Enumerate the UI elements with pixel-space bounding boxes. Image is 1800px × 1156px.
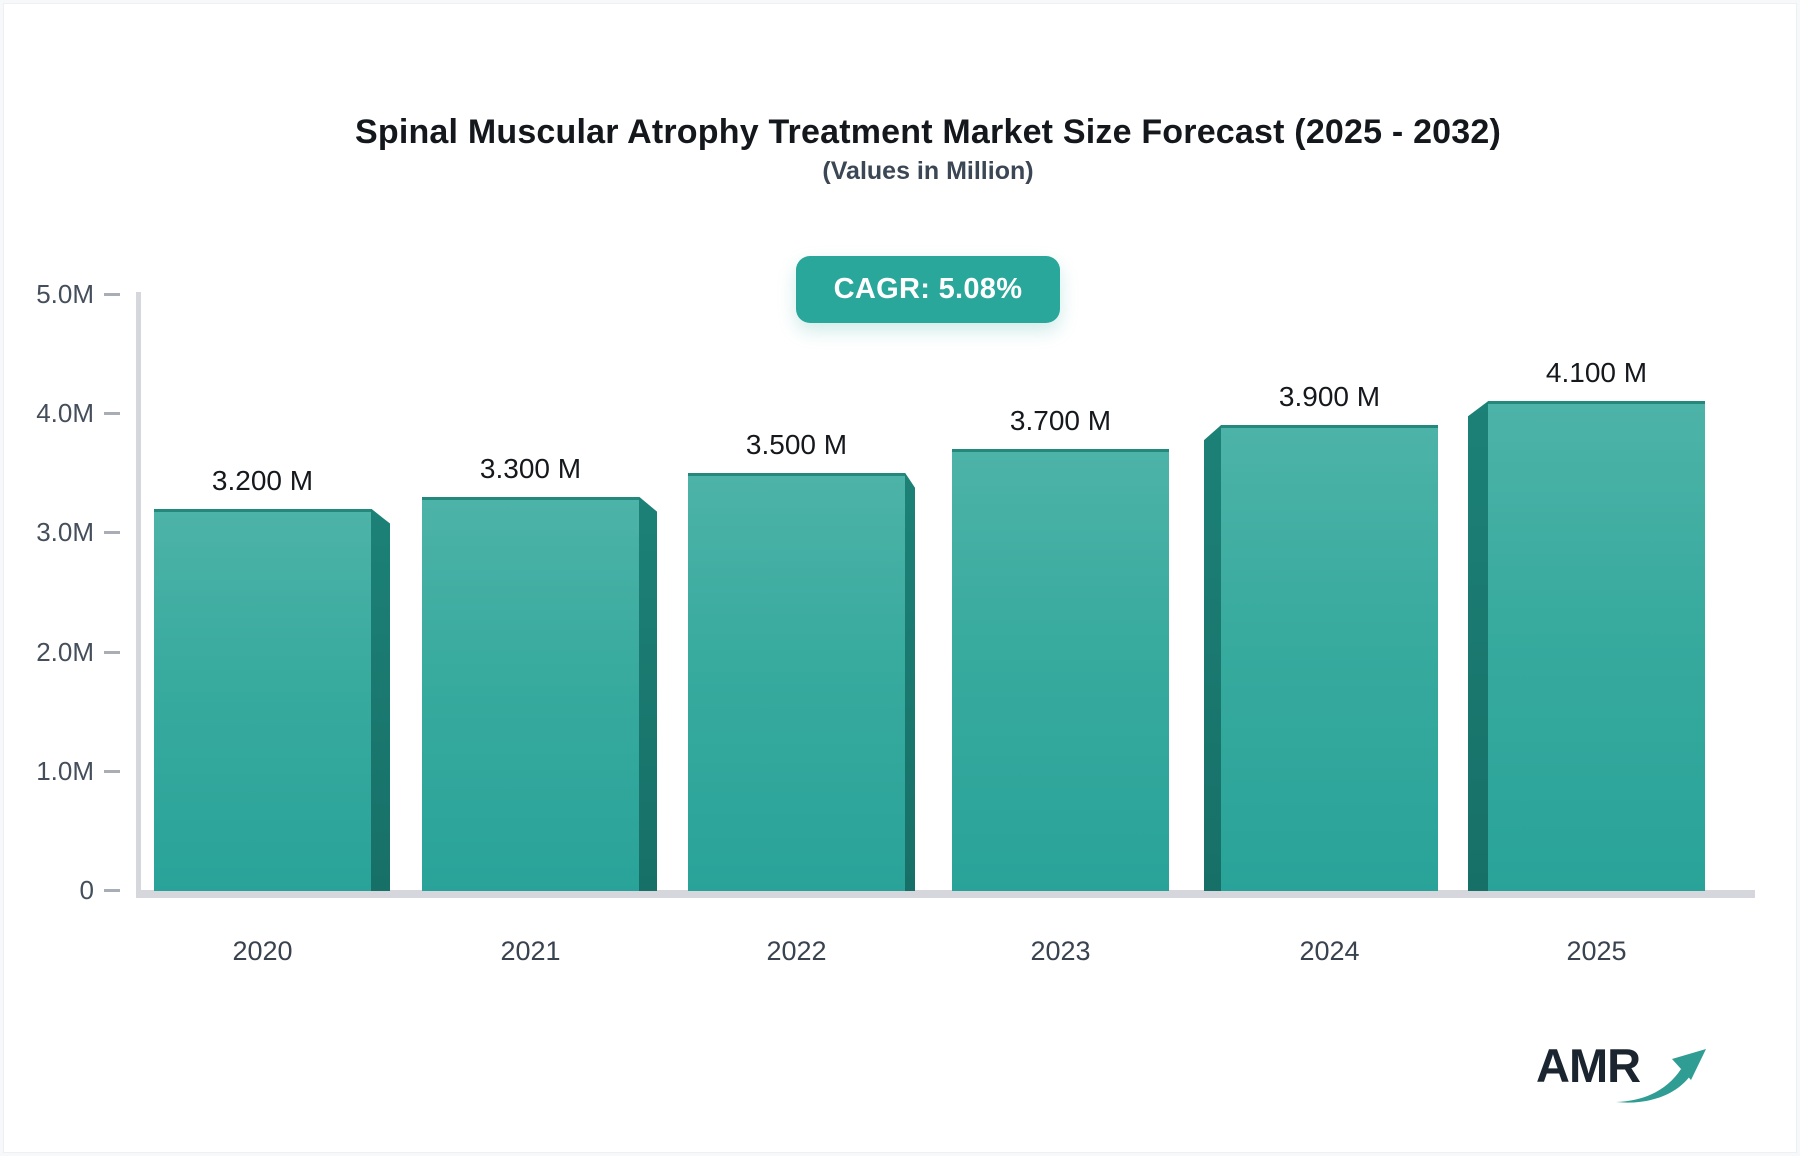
- y-tick-label: 1.0M: [36, 755, 94, 786]
- cagr-badge: CAGR: 5.08%: [795, 256, 1061, 323]
- y-tick-dash: [104, 650, 120, 654]
- amr-logo-text: AMR: [1536, 1039, 1641, 1092]
- bar: [422, 496, 657, 891]
- bar-face: [154, 508, 371, 891]
- y-tick-label: 5.0M: [36, 279, 94, 309]
- amr-logo: AMR: [1536, 1040, 1716, 1112]
- chart-title: Spinal Muscular Atrophy Treatment Market…: [354, 113, 1502, 151]
- bar-face: [952, 448, 1169, 891]
- bar-value-label: 4.100 M: [1545, 357, 1648, 389]
- bar-side-shadow: [905, 472, 915, 891]
- cagr-badge-band: CAGR: 5.08%: [136, 256, 1720, 323]
- y-tick-dash: [104, 412, 120, 416]
- bar-side-shadow: [371, 508, 390, 891]
- y-axis-line: [136, 292, 141, 898]
- y-tick-dash: [104, 531, 120, 535]
- bar-face: [688, 472, 905, 891]
- bar-side-shadow: [639, 496, 657, 891]
- bar-face: [1488, 401, 1705, 891]
- bar: [1204, 425, 1438, 891]
- y-tick-dash: [104, 769, 120, 773]
- y-tick-label: 4.0M: [36, 398, 94, 429]
- y-tick-label: 3.0M: [36, 517, 94, 548]
- x-tick-label: 2023: [1030, 936, 1091, 966]
- bar-value-label: 3.300 M: [479, 452, 582, 484]
- x-tick-label: 2025: [1566, 936, 1627, 966]
- chart-subtitle: (Values in Million): [822, 157, 1034, 185]
- bar: [952, 448, 1169, 891]
- plot-area: 5.0M 4.0M 3.0M 2.0M 1.0M 0 3.200 M 2020 3.300 M 2…: [4, 4, 1800, 1156]
- y-tick-dash: [104, 293, 120, 296]
- bar-value-label: 3.200 M: [211, 464, 314, 496]
- bar-value-label: 3.500 M: [745, 428, 848, 460]
- growth-arrow-icon: [1616, 1049, 1706, 1103]
- bar-side-shadow: [1468, 401, 1488, 891]
- x-tick-label: 2021: [500, 936, 561, 966]
- y-tick-label: 2.0M: [36, 636, 94, 667]
- y-tick-label: 0: [79, 875, 94, 905]
- x-tick-label: 2024: [1299, 936, 1360, 966]
- bar-value-label: 3.700 M: [1009, 404, 1112, 436]
- chart-card: Spinal Muscular Atrophy Treatment Market…: [3, 3, 1797, 1153]
- bar-face: [422, 496, 639, 891]
- bar: [688, 472, 915, 891]
- bar: [154, 508, 390, 891]
- bar: [1468, 401, 1705, 891]
- bar-value-label: 3.900 M: [1278, 381, 1381, 413]
- y-tick-dash: [104, 889, 120, 892]
- bar-face: [1221, 425, 1438, 891]
- x-tick-label: 2022: [766, 936, 827, 966]
- x-axis-line: [136, 890, 1755, 898]
- bar-side-shadow: [1204, 425, 1221, 891]
- x-tick-label: 2020: [232, 936, 293, 966]
